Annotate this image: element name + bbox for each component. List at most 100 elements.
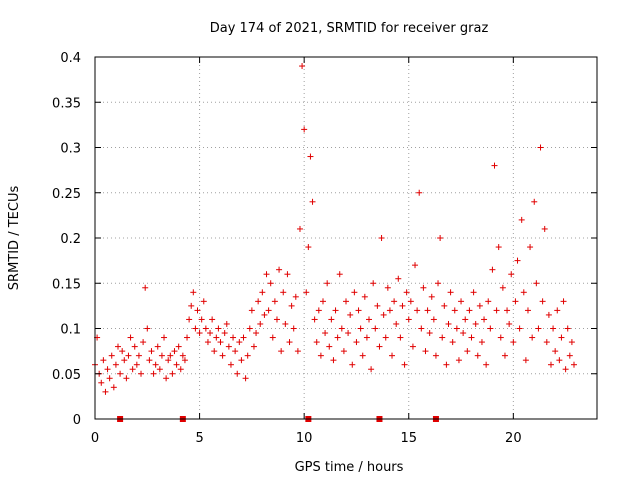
data-points bbox=[92, 63, 577, 395]
data-point bbox=[110, 384, 117, 391]
data-point bbox=[464, 348, 471, 355]
data-point bbox=[470, 289, 477, 296]
data-point bbox=[374, 302, 381, 309]
data-point bbox=[232, 348, 239, 355]
data-point bbox=[154, 343, 161, 350]
data-point bbox=[121, 357, 128, 364]
data-point bbox=[288, 302, 295, 309]
x-tick-label: 10 bbox=[296, 431, 313, 446]
data-point bbox=[207, 330, 214, 337]
data-point bbox=[539, 298, 546, 305]
data-point bbox=[269, 334, 276, 341]
data-point bbox=[412, 262, 419, 269]
y-tick-label: 0 bbox=[73, 413, 81, 428]
data-point bbox=[131, 343, 138, 350]
data-point bbox=[148, 348, 155, 355]
data-point bbox=[315, 307, 322, 314]
data-point bbox=[428, 293, 435, 300]
data-point bbox=[460, 330, 467, 337]
data-point bbox=[257, 320, 264, 327]
data-point bbox=[142, 284, 149, 291]
plot-frame bbox=[94, 56, 598, 420]
data-point bbox=[391, 298, 398, 305]
data-point bbox=[562, 366, 569, 373]
data-point bbox=[378, 235, 385, 241]
data-point bbox=[520, 289, 527, 296]
data-point bbox=[372, 325, 379, 332]
data-point bbox=[518, 216, 525, 223]
data-point bbox=[491, 162, 498, 169]
x-tick-label: 5 bbox=[195, 431, 203, 446]
data-point bbox=[564, 325, 571, 332]
data-point bbox=[445, 320, 452, 327]
data-point bbox=[560, 298, 567, 305]
y-tick-label: 0.4 bbox=[60, 51, 81, 66]
data-point bbox=[280, 289, 287, 296]
data-point bbox=[439, 334, 446, 341]
data-point bbox=[418, 325, 425, 332]
data-point bbox=[211, 348, 218, 355]
data-point bbox=[223, 320, 230, 327]
data-point bbox=[512, 298, 519, 305]
data-point bbox=[495, 244, 502, 251]
data-point bbox=[466, 307, 473, 314]
data-point bbox=[556, 357, 563, 364]
y-tick-label: 0.1 bbox=[60, 323, 81, 338]
data-point bbox=[426, 330, 433, 337]
data-point bbox=[535, 325, 542, 332]
data-point bbox=[158, 352, 165, 359]
data-point bbox=[282, 320, 289, 327]
data-point bbox=[125, 352, 132, 359]
data-point bbox=[510, 339, 517, 346]
data-point bbox=[441, 302, 448, 309]
data-point bbox=[181, 357, 188, 364]
data-point bbox=[570, 361, 577, 368]
data-point bbox=[357, 325, 364, 332]
data-point bbox=[493, 307, 500, 314]
data-point bbox=[395, 275, 402, 282]
data-point bbox=[267, 280, 274, 287]
data-point bbox=[359, 352, 366, 359]
data-point bbox=[319, 298, 326, 305]
data-point bbox=[478, 339, 485, 346]
data-point bbox=[422, 348, 429, 355]
data-point bbox=[301, 126, 308, 133]
data-point bbox=[313, 339, 320, 346]
data-point bbox=[261, 311, 268, 318]
data-point bbox=[177, 366, 184, 373]
data-point bbox=[389, 352, 396, 359]
data-point bbox=[355, 307, 362, 314]
data-point bbox=[566, 352, 573, 359]
data-point bbox=[550, 325, 557, 332]
data-point bbox=[541, 225, 548, 232]
data-point bbox=[405, 316, 412, 323]
data-point bbox=[307, 153, 314, 160]
data-point bbox=[112, 361, 119, 368]
data-point bbox=[487, 325, 494, 332]
data-point bbox=[102, 388, 109, 395]
y-tick-label: 0.05 bbox=[52, 368, 81, 383]
data-point bbox=[309, 198, 316, 205]
y-tick-label: 0.25 bbox=[52, 187, 81, 202]
y-tick-label: 0.2 bbox=[60, 232, 81, 247]
data-point bbox=[531, 198, 538, 205]
data-point bbox=[462, 316, 469, 323]
data-point bbox=[399, 302, 406, 309]
y-tick-label: 0.3 bbox=[60, 142, 81, 157]
data-point bbox=[303, 289, 310, 296]
data-point bbox=[98, 379, 105, 386]
data-point bbox=[424, 307, 431, 314]
x-tick-label: 15 bbox=[400, 431, 417, 446]
data-point bbox=[173, 361, 180, 368]
data-point bbox=[366, 316, 373, 323]
data-point bbox=[558, 334, 565, 341]
data-point bbox=[265, 307, 272, 314]
data-point bbox=[305, 244, 312, 251]
data-point bbox=[336, 271, 343, 278]
data-point bbox=[455, 357, 462, 364]
data-point bbox=[382, 334, 389, 341]
data-point bbox=[447, 289, 454, 296]
data-point bbox=[508, 271, 515, 278]
data-point bbox=[215, 325, 222, 332]
data-point bbox=[543, 339, 550, 346]
